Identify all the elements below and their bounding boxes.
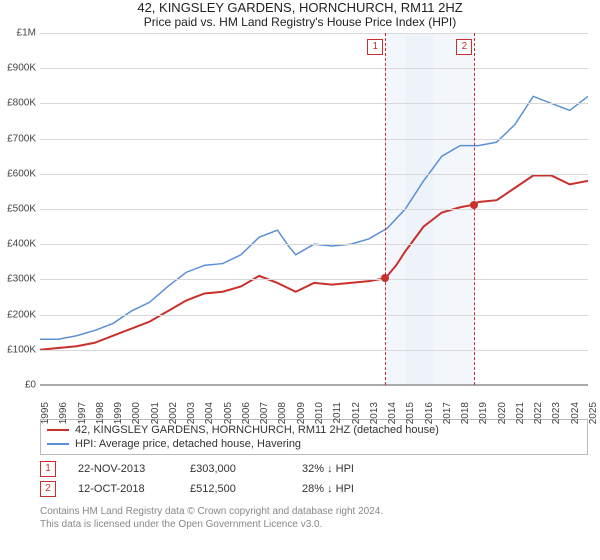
transaction-price: £303,000 <box>190 463 280 475</box>
transaction-row: 2 12-OCT-2018 £512,500 28% ↓ HPI <box>40 479 588 499</box>
legend-item-hpi: HPI: Average price, detached house, Have… <box>47 437 581 451</box>
x-tick-label: 2019 <box>478 402 489 424</box>
x-tick-label: 1997 <box>77 402 88 424</box>
grid-line <box>40 315 588 316</box>
x-tick-label: 2014 <box>387 402 398 424</box>
grid-line <box>40 350 588 351</box>
legend-label: 42, KINGSLEY GARDENS, HORNCHURCH, RM11 2… <box>75 424 439 436</box>
grid-line <box>40 174 588 175</box>
footer-line: This data is licensed under the Open Gov… <box>40 518 588 531</box>
transaction-badge: 2 <box>40 481 56 497</box>
x-tick-label: 2003 <box>186 402 197 424</box>
x-tick-label: 1999 <box>113 402 124 424</box>
x-tick-label: 2016 <box>424 402 435 424</box>
transaction-price: £512,500 <box>190 483 280 495</box>
series-line-price_paid <box>40 176 588 350</box>
x-tick-label: 2023 <box>551 402 562 424</box>
y-tick-label: £500K <box>0 204 36 215</box>
sale-marker-line <box>385 33 386 385</box>
x-tick-label: 2011 <box>332 402 343 424</box>
x-axis-labels: 1995199619971998199920002001200220032004… <box>40 385 588 413</box>
footer-line: Contains HM Land Registry data © Crown c… <box>40 505 588 518</box>
x-tick-label: 2006 <box>241 402 252 424</box>
y-tick-label: £1M <box>0 28 36 39</box>
legend-box: 42, KINGSLEY GARDENS, HORNCHURCH, RM11 2… <box>40 419 588 455</box>
legend-item-price-paid: 42, KINGSLEY GARDENS, HORNCHURCH, RM11 2… <box>47 423 581 437</box>
sale-marker-line <box>474 33 475 385</box>
sale-marker-badge: 2 <box>456 39 472 55</box>
x-tick-label: 2015 <box>405 402 416 424</box>
sale-point <box>470 201 478 209</box>
x-tick-label: 2007 <box>259 402 270 424</box>
x-tick-label: 2024 <box>570 402 581 424</box>
grid-line <box>40 68 588 69</box>
x-tick-label: 2021 <box>515 402 526 424</box>
y-tick-label: £300K <box>0 274 36 285</box>
x-tick-label: 2001 <box>150 402 161 424</box>
y-tick-label: £900K <box>0 63 36 74</box>
x-tick-label: 1998 <box>95 402 106 424</box>
x-tick-label: 2013 <box>369 402 380 424</box>
y-tick-label: £800K <box>0 98 36 109</box>
legend-label: HPI: Average price, detached house, Have… <box>75 438 301 450</box>
plot-region: £0£100K£200K£300K£400K£500K£600K£700K£80… <box>40 33 588 385</box>
grid-line <box>40 279 588 280</box>
x-tick-label: 1995 <box>40 402 51 424</box>
y-tick-label: £600K <box>0 168 36 179</box>
x-tick-label: 2020 <box>497 402 508 424</box>
x-tick-label: 2009 <box>296 402 307 424</box>
x-tick-label: 2017 <box>442 402 453 424</box>
x-tick-label: 2018 <box>460 402 471 424</box>
chart-area: £0£100K£200K£300K£400K£500K£600K£700K£80… <box>40 33 588 413</box>
sale-point <box>381 274 389 282</box>
transaction-delta: 28% ↓ HPI <box>302 483 392 495</box>
y-tick-label: £200K <box>0 309 36 320</box>
y-tick-label: £700K <box>0 133 36 144</box>
grid-line <box>40 103 588 104</box>
sale-marker-badge: 1 <box>367 39 383 55</box>
x-tick-label: 2012 <box>351 402 362 424</box>
x-tick-label: 2005 <box>223 402 234 424</box>
x-tick-label: 2025 <box>588 402 599 424</box>
series-line-hpi <box>40 96 588 339</box>
grid-line <box>40 139 588 140</box>
transaction-badge: 1 <box>40 461 56 477</box>
x-tick-label: 2010 <box>314 402 325 424</box>
grid-line <box>40 33 588 34</box>
transaction-delta: 32% ↓ HPI <box>302 463 392 475</box>
x-tick-label: 2022 <box>533 402 544 424</box>
legend-swatch <box>47 429 69 431</box>
x-tick-label: 2000 <box>131 402 142 424</box>
transaction-row: 1 22-NOV-2013 £303,000 32% ↓ HPI <box>40 459 588 479</box>
x-tick-label: 2004 <box>204 402 215 424</box>
transaction-date: 12-OCT-2018 <box>78 483 168 495</box>
transactions-table: 1 22-NOV-2013 £303,000 32% ↓ HPI 2 12-OCT-201… <box>40 459 588 499</box>
y-tick-label: £100K <box>0 344 36 355</box>
grid-line <box>40 209 588 210</box>
x-tick-label: 2002 <box>168 402 179 424</box>
legend-swatch <box>47 443 69 445</box>
transaction-date: 22-NOV-2013 <box>78 463 168 475</box>
chart-title: 42, KINGSLEY GARDENS, HORNCHURCH, RM11 2… <box>0 0 600 15</box>
footer-attribution: Contains HM Land Registry data © Crown c… <box>40 505 588 531</box>
chart-subtitle: Price paid vs. HM Land Registry's House … <box>0 15 600 29</box>
x-tick-label: 1996 <box>58 402 69 424</box>
grid-line <box>40 244 588 245</box>
x-tick-label: 2008 <box>277 402 288 424</box>
y-tick-label: £400K <box>0 239 36 250</box>
y-tick-label: £0 <box>0 380 36 391</box>
